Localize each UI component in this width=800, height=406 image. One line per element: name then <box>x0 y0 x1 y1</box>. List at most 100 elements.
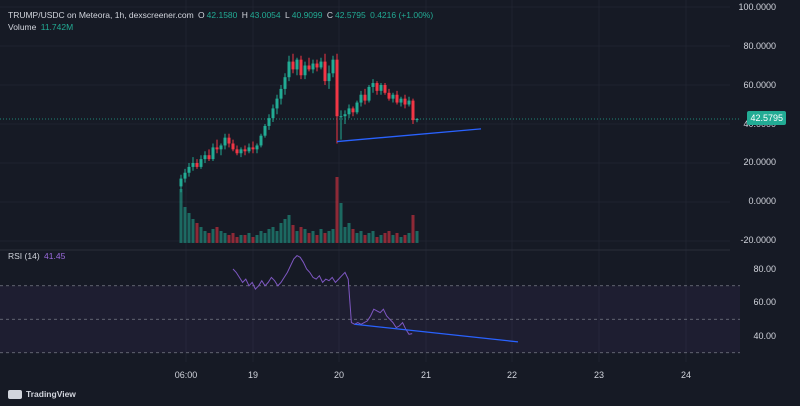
volume-bar <box>199 227 203 243</box>
volume-bar <box>259 231 263 243</box>
candle-body <box>291 61 295 70</box>
candle-body <box>311 63 315 70</box>
volume-bar <box>299 227 303 243</box>
candle-body <box>231 143 235 150</box>
tradingview-logo[interactable]: TradingView <box>8 389 76 399</box>
volume-bar <box>411 215 415 243</box>
volume-label[interactable]: Volume <box>8 22 37 32</box>
brand-name: TradingView <box>26 389 76 399</box>
candle-body <box>343 114 347 117</box>
candle-body <box>363 94 367 101</box>
rsi-band-fill <box>0 285 740 353</box>
volume-bar <box>323 233 327 243</box>
candle-body <box>195 163 199 167</box>
close-label: C <box>326 10 333 20</box>
candle-body <box>211 147 215 160</box>
rsi-panel <box>0 254 740 354</box>
candle-body <box>203 155 207 160</box>
volume-bar <box>207 233 211 243</box>
close-value: 42.5795 <box>335 10 366 20</box>
symbol-name[interactable]: TRUMP/USDC on Meteora, 1h, dexscreener.c… <box>8 10 194 20</box>
candle-body <box>315 63 319 68</box>
candle-body <box>219 145 223 150</box>
last-price-tag: 42.5795 <box>747 111 786 125</box>
volume-bar <box>343 227 347 243</box>
candle-body <box>199 159 203 167</box>
candle-body <box>327 73 331 82</box>
change-value: 0.4216 (+1.00%) <box>370 10 434 20</box>
price-axis-label: 0.0000 <box>748 196 776 206</box>
volume-bar <box>383 233 387 243</box>
time-axis-label: 06:00 <box>174 370 198 380</box>
candle-body <box>403 98 407 105</box>
rsi-line <box>232 254 413 335</box>
time-axis-label: 20 <box>333 370 345 380</box>
candle-body <box>259 135 263 146</box>
volume-bar <box>195 223 199 243</box>
volume-bar <box>379 235 383 243</box>
volume-bar <box>367 233 371 243</box>
candle-body <box>191 163 195 167</box>
time-axis-label: 21 <box>420 370 432 380</box>
volume-bar <box>235 237 239 243</box>
volume-bar <box>223 233 227 243</box>
volume-bar <box>287 215 291 243</box>
rsi-label[interactable]: RSI (14) <box>8 251 40 261</box>
volume-bar <box>267 229 271 243</box>
candle-body <box>415 118 419 121</box>
candle-body <box>307 65 311 70</box>
candle-body <box>215 147 219 150</box>
volume-bar <box>203 231 207 243</box>
candle-body <box>267 118 271 126</box>
time-axis-label: 22 <box>506 370 518 380</box>
candle-body <box>235 149 239 154</box>
candle-body <box>271 108 275 119</box>
candle-body <box>391 94 395 99</box>
candle-body <box>247 147 251 152</box>
candle-body <box>183 172 187 179</box>
volume-value: 11.742M <box>40 22 74 32</box>
open-label: O <box>198 10 205 20</box>
volume-bar <box>375 237 379 243</box>
candle-body <box>287 61 291 78</box>
candle-body <box>339 116 343 118</box>
symbol-header: TRUMP/USDC on Meteora, 1h, dexscreener.c… <box>8 10 435 21</box>
rsi-axis-label: 40.00 <box>753 331 776 341</box>
volume-bar <box>291 225 295 243</box>
volume-bar <box>303 229 307 243</box>
candlesticks <box>179 53 419 193</box>
rsi-trendline <box>354 323 519 343</box>
trendlines[interactable] <box>336 128 519 343</box>
volume-bar <box>227 235 231 243</box>
volume-bar <box>255 235 259 243</box>
candle-body <box>319 61 323 68</box>
candle-body <box>395 94 399 103</box>
candle-body <box>179 178 183 187</box>
high-value: 43.0054 <box>249 10 281 20</box>
volume-bar <box>415 231 419 243</box>
volume-bar <box>271 227 275 243</box>
volume-bar <box>311 231 315 243</box>
candle-body <box>355 102 359 113</box>
candle-body <box>371 83 375 87</box>
candle-body <box>335 59 339 117</box>
volume-bar <box>231 233 235 243</box>
volume-bars <box>179 177 419 243</box>
volume-bar <box>219 231 223 243</box>
candle-body <box>299 59 303 76</box>
candle-body <box>207 155 211 160</box>
candle-body <box>255 145 259 150</box>
candle-body <box>407 100 411 105</box>
volume-bar <box>319 229 323 243</box>
rsi-axis-label: 80.00 <box>753 264 776 274</box>
volume-bar <box>315 235 319 243</box>
candle-body <box>347 108 351 115</box>
rsi-header: RSI (14) 41.45 <box>8 251 67 262</box>
volume-bar <box>335 177 339 243</box>
candle-body <box>399 98 403 103</box>
candle-body <box>379 85 383 91</box>
volume-bar <box>355 233 359 243</box>
volume-bar <box>339 203 343 243</box>
volume-bar <box>263 233 267 243</box>
